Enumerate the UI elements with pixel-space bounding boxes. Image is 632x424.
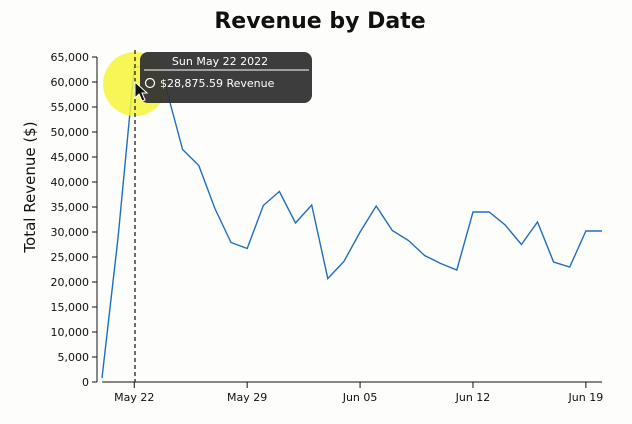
y-tick-label: 35,000 [51, 201, 90, 214]
x-tick-label: May 29 [227, 391, 267, 404]
series-line [101, 65, 602, 379]
chart-title: Revenue by Date [214, 9, 425, 34]
x-axis: May 22 May 29 Jun 05 Jun 12 Jun 19 [102, 381, 604, 404]
y-tick-label: 25,000 [51, 251, 90, 264]
y-tick-label: 0 [82, 376, 89, 389]
tooltip-date: Sun May 22 2022 [172, 55, 268, 68]
y-axis-label: Total Revenue ($) [21, 121, 39, 253]
y-axis: 0 5,000 10,000 15,000 20,000 25,000 30,000 35,0… [51, 51, 98, 389]
y-tick-label: 15,000 [51, 301, 90, 314]
x-tick-label: Jun 12 [455, 391, 491, 404]
tooltip-background [140, 52, 312, 103]
x-tick-label: May 22 [114, 391, 154, 404]
y-tick-label: 40,000 [51, 176, 90, 189]
y-tick-label: 60,000 [51, 76, 90, 89]
y-tick-label: 65,000 [51, 51, 90, 64]
y-tick-label: 50,000 [51, 126, 90, 139]
y-tick-label: 20,000 [51, 276, 90, 289]
y-tick-label: 5,000 [58, 351, 90, 364]
x-tick-label: Jun 19 [568, 391, 604, 404]
hover-tooltip: Sun May 22 2022 $28,875.59 Revenue [140, 52, 312, 103]
y-tick-label: 55,000 [51, 101, 90, 114]
tooltip-value: $28,875.59 Revenue [160, 77, 275, 90]
y-tick-label: 30,000 [51, 226, 90, 239]
x-tick-label: Jun 05 [342, 391, 378, 404]
arrow-cursor-icon [134, 80, 149, 102]
y-tick-label: 45,000 [51, 151, 90, 164]
circle-marker-icon [144, 77, 156, 89]
y-tick-label: 10,000 [51, 326, 90, 339]
